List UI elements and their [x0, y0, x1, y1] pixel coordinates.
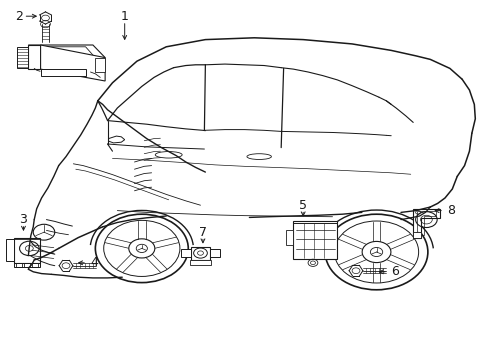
Text: 6: 6 — [390, 265, 398, 278]
Circle shape — [369, 247, 382, 257]
Text: 2: 2 — [15, 10, 22, 23]
Polygon shape — [17, 47, 28, 68]
Polygon shape — [41, 45, 105, 81]
Polygon shape — [24, 263, 30, 267]
Polygon shape — [6, 239, 14, 261]
Text: 7: 7 — [199, 226, 206, 239]
Polygon shape — [28, 45, 105, 58]
Polygon shape — [95, 58, 105, 72]
Polygon shape — [210, 249, 220, 257]
Circle shape — [136, 244, 147, 252]
Polygon shape — [41, 47, 94, 56]
Text: 4: 4 — [90, 256, 98, 269]
Polygon shape — [16, 263, 22, 267]
Text: 1: 1 — [121, 10, 128, 23]
Polygon shape — [14, 238, 40, 263]
Polygon shape — [189, 260, 211, 265]
Polygon shape — [28, 45, 41, 69]
Polygon shape — [32, 263, 38, 267]
Text: 8: 8 — [447, 204, 454, 217]
Polygon shape — [41, 69, 85, 76]
Polygon shape — [412, 232, 420, 238]
Polygon shape — [412, 209, 439, 238]
Polygon shape — [190, 247, 210, 260]
Polygon shape — [293, 221, 337, 259]
Polygon shape — [181, 249, 190, 257]
Text: 3: 3 — [20, 213, 27, 226]
Text: 5: 5 — [299, 199, 306, 212]
Polygon shape — [285, 230, 293, 245]
